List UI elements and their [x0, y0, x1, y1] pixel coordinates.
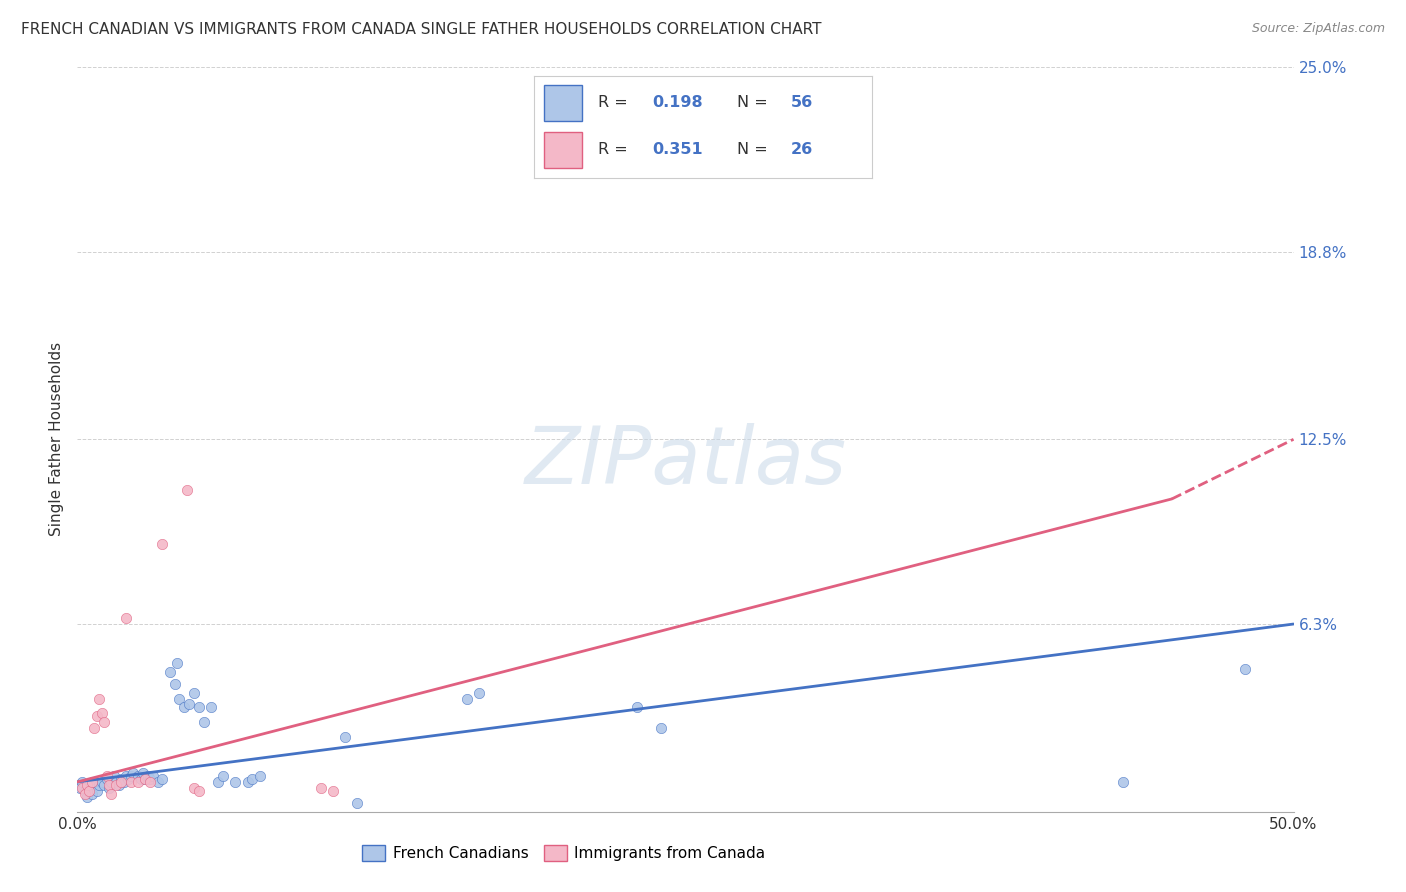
Text: N =: N = — [737, 142, 773, 157]
Point — [309, 780, 332, 795]
Text: 0.198: 0.198 — [652, 95, 703, 110]
Point — [152, 536, 174, 550]
Point — [100, 775, 122, 789]
Text: FRENCH CANADIAN VS IMMIGRANTS FROM CANADA SINGLE FATHER HOUSEHOLDS CORRELATION C: FRENCH CANADIAN VS IMMIGRANTS FROM CANAD… — [21, 22, 821, 37]
Point — [467, 685, 489, 699]
Point — [70, 780, 93, 795]
Point — [193, 715, 215, 730]
Point — [70, 775, 93, 789]
Point — [76, 789, 98, 804]
Point — [1233, 662, 1256, 676]
Point — [122, 766, 145, 780]
Point — [97, 778, 120, 792]
Point — [163, 676, 186, 690]
Point — [152, 772, 174, 786]
Text: 26: 26 — [790, 142, 813, 157]
Point — [183, 780, 205, 795]
Point — [110, 775, 132, 789]
Point — [86, 784, 108, 798]
Point — [173, 700, 195, 714]
Point — [79, 784, 101, 798]
Point — [83, 775, 105, 789]
Point — [112, 775, 135, 789]
Text: R =: R = — [599, 142, 633, 157]
Point — [136, 769, 159, 783]
Point — [169, 691, 191, 706]
Point — [79, 778, 101, 792]
Text: ZIPatlas: ZIPatlas — [524, 423, 846, 500]
Text: 0.351: 0.351 — [652, 142, 703, 157]
Point — [456, 691, 478, 706]
Point — [139, 775, 162, 789]
Point — [333, 730, 356, 744]
Point — [1112, 775, 1135, 789]
Point — [96, 772, 118, 786]
Point — [176, 483, 198, 497]
Point — [146, 775, 169, 789]
Point — [120, 775, 142, 789]
Point — [166, 656, 188, 670]
Point — [159, 665, 181, 679]
Point — [80, 787, 103, 801]
Point — [76, 778, 98, 792]
Point — [86, 709, 108, 723]
Point — [188, 784, 211, 798]
FancyBboxPatch shape — [544, 85, 582, 121]
Point — [179, 698, 201, 712]
Point — [105, 778, 128, 792]
Point — [105, 775, 128, 789]
Point — [83, 721, 105, 735]
Point — [626, 700, 648, 714]
Point — [134, 772, 156, 786]
Point — [322, 784, 344, 798]
Point — [89, 778, 111, 792]
Y-axis label: Single Father Households: Single Father Households — [49, 343, 65, 536]
Point — [117, 772, 139, 786]
Point — [188, 700, 211, 714]
Point — [183, 685, 205, 699]
Point — [224, 775, 246, 789]
Point — [212, 769, 235, 783]
Point — [200, 700, 222, 714]
Point — [650, 721, 672, 735]
Point — [120, 769, 142, 783]
Point — [93, 778, 115, 792]
Point — [96, 769, 118, 783]
Text: 56: 56 — [790, 95, 813, 110]
Point — [73, 787, 96, 801]
Point — [103, 769, 125, 783]
Point — [90, 775, 112, 789]
Point — [207, 775, 229, 789]
Point — [69, 780, 91, 795]
Point — [107, 778, 129, 792]
Point — [127, 769, 149, 783]
Point — [127, 775, 149, 789]
Text: Source: ZipAtlas.com: Source: ZipAtlas.com — [1251, 22, 1385, 36]
Point — [134, 772, 156, 786]
Text: R =: R = — [599, 95, 633, 110]
Point — [115, 769, 138, 783]
Point — [242, 772, 264, 786]
Point — [129, 772, 152, 786]
Point — [73, 784, 96, 798]
Legend: French Canadians, Immigrants from Canada: French Canadians, Immigrants from Canada — [356, 839, 772, 867]
Point — [139, 772, 162, 786]
Point — [97, 780, 120, 795]
Point — [115, 611, 138, 625]
Point — [89, 691, 111, 706]
Point — [249, 769, 271, 783]
FancyBboxPatch shape — [544, 132, 582, 168]
Point — [132, 766, 155, 780]
Point — [80, 775, 103, 789]
Point — [90, 706, 112, 721]
Text: N =: N = — [737, 95, 773, 110]
Point — [236, 775, 259, 789]
Point — [346, 796, 368, 810]
Point — [110, 772, 132, 786]
Point — [93, 715, 115, 730]
Point — [100, 787, 122, 801]
Point — [142, 769, 165, 783]
